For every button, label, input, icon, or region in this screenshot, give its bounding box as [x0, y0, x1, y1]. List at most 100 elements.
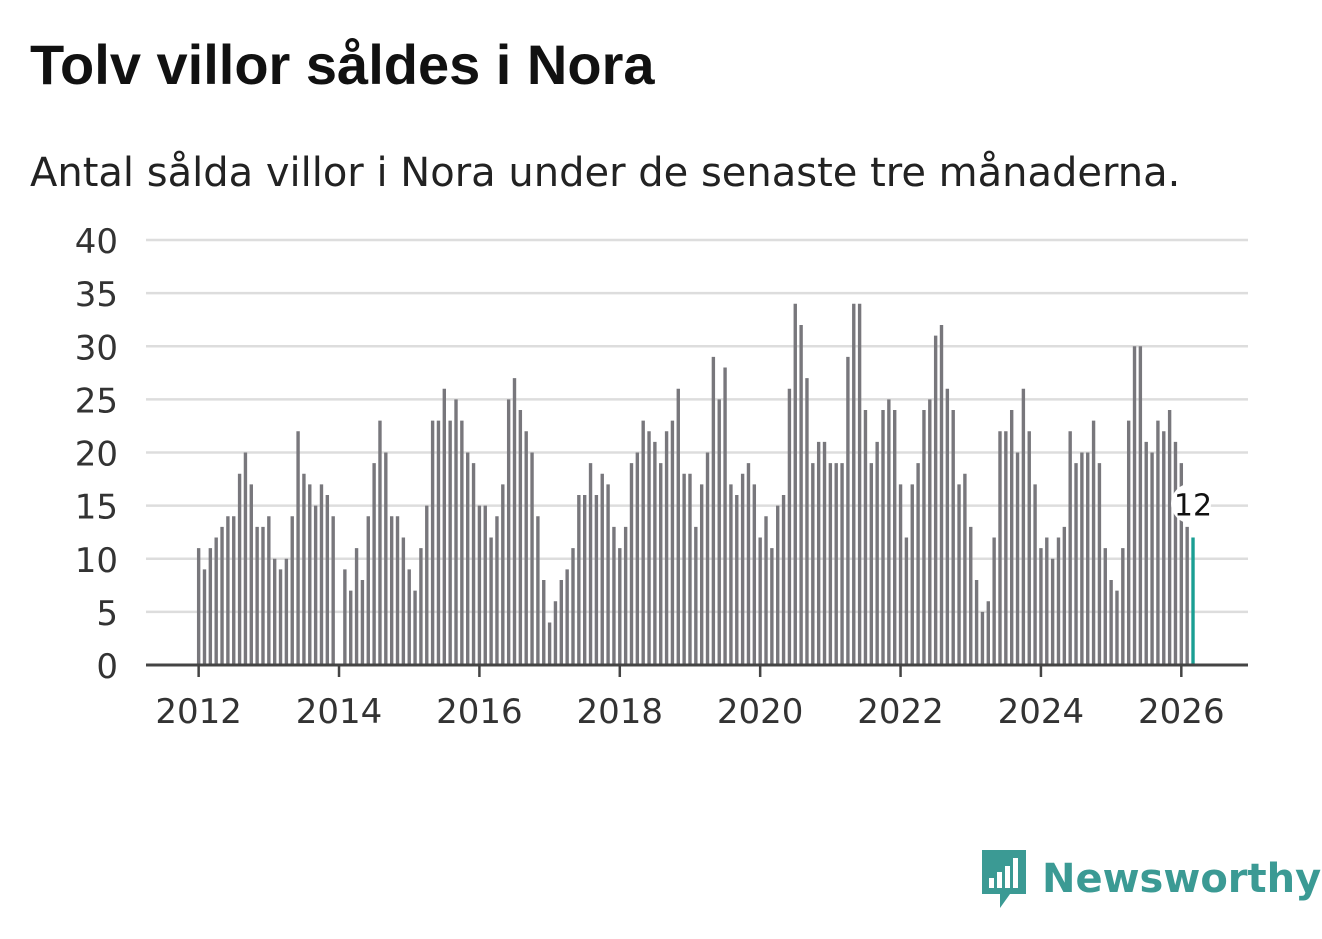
- bar: [881, 410, 885, 665]
- bar: [232, 516, 236, 665]
- y-tick-label: 20: [75, 435, 118, 475]
- bar: [1056, 537, 1061, 665]
- x-tick-label: 2022: [857, 692, 944, 732]
- y-tick-label: 40: [75, 222, 118, 262]
- bar: [214, 537, 218, 665]
- bar: [980, 611, 985, 665]
- bar: [442, 388, 447, 665]
- bar: [547, 622, 552, 665]
- x-tick-label: 2012: [155, 692, 242, 732]
- bar: [565, 569, 569, 665]
- bar: [226, 516, 230, 665]
- bar: [284, 558, 289, 665]
- bar: [1050, 558, 1055, 665]
- bar: [1156, 420, 1160, 665]
- bar: [1091, 420, 1096, 665]
- bar: [729, 484, 733, 665]
- bar: [612, 526, 616, 665]
- bar: [653, 441, 657, 665]
- bar: [395, 516, 400, 665]
- bar: [384, 452, 388, 665]
- bar: [705, 452, 710, 665]
- bar: [635, 452, 640, 665]
- bar: [986, 601, 990, 665]
- bar: [1185, 526, 1189, 665]
- bar: [852, 303, 856, 665]
- bar: [290, 516, 294, 665]
- bar: [670, 420, 675, 665]
- bar: [641, 420, 645, 665]
- bar: [846, 356, 850, 665]
- bar: [676, 388, 680, 665]
- bar: [746, 463, 751, 665]
- bar: [1109, 580, 1113, 665]
- bar: [378, 420, 382, 665]
- bar: [933, 335, 938, 665]
- bar: [1039, 548, 1043, 665]
- bar: [1004, 431, 1008, 665]
- bar: [1103, 548, 1107, 665]
- highlight-value-label: 12: [1174, 489, 1212, 524]
- bar: [460, 420, 464, 665]
- bar: [343, 569, 347, 665]
- bar: [401, 537, 406, 665]
- bar: [1167, 410, 1172, 665]
- bar: [694, 526, 698, 665]
- bar: [963, 473, 967, 665]
- bar: [313, 505, 318, 665]
- bar: [325, 495, 330, 665]
- bar: [454, 399, 458, 665]
- bar: [811, 463, 815, 665]
- bar: [588, 463, 593, 665]
- bar: [764, 516, 768, 665]
- bar: [1086, 452, 1090, 665]
- bar: [875, 441, 879, 665]
- bar: [489, 537, 493, 665]
- bar: [483, 505, 487, 665]
- x-tick-label: 2020: [717, 692, 804, 732]
- bar: [255, 526, 259, 665]
- bar: [682, 473, 686, 665]
- bar: [618, 548, 622, 665]
- bar: [1150, 452, 1154, 665]
- bar: [816, 441, 821, 665]
- bar: [1009, 410, 1014, 665]
- bar: [740, 473, 745, 665]
- brand-name: Newsworthy: [1042, 856, 1322, 902]
- bar: [272, 558, 277, 665]
- bar: [249, 484, 253, 665]
- bar: [466, 452, 470, 665]
- bar: [840, 463, 844, 665]
- bar: [1062, 526, 1067, 665]
- bar: [869, 463, 874, 665]
- bar: [512, 378, 517, 665]
- bar: [781, 495, 786, 665]
- bar: [898, 484, 903, 665]
- bar: [770, 548, 774, 665]
- bar: [524, 431, 528, 665]
- bar: [606, 484, 610, 665]
- bar: [992, 537, 996, 665]
- axes: [146, 663, 1248, 677]
- bar: [243, 452, 248, 665]
- bar: [1132, 346, 1137, 665]
- y-tick-label: 25: [75, 381, 118, 421]
- bar: [1097, 463, 1102, 665]
- bar: [296, 431, 300, 665]
- bar: [594, 495, 599, 665]
- bar: [1162, 431, 1166, 665]
- bar: [1021, 388, 1026, 665]
- bar: [969, 526, 973, 665]
- bar: [308, 484, 312, 665]
- bar: [787, 388, 792, 665]
- bar: [501, 484, 505, 665]
- bar: [1121, 548, 1125, 665]
- bar: [419, 548, 423, 665]
- x-tick-label: 2016: [436, 692, 523, 732]
- y-tick-label: 0: [96, 647, 118, 687]
- bar: [828, 463, 833, 665]
- chart-subtitle: Antal sålda villor i Nora under de senas…: [30, 150, 1181, 196]
- bar: [448, 420, 452, 665]
- bar: [776, 505, 780, 665]
- y-tick-label: 35: [75, 275, 118, 315]
